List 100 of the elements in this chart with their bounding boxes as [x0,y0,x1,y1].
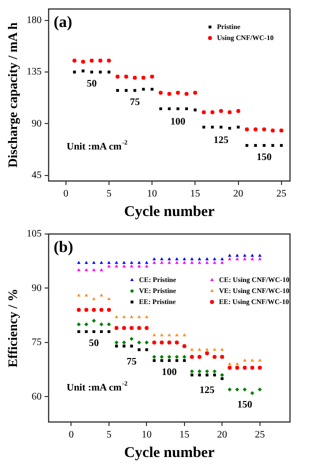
point [190,260,194,264]
y-tick-label: 75 [32,337,42,348]
point [168,260,172,264]
point [175,257,179,260]
point [141,76,146,80]
point [212,369,217,374]
point [82,70,84,72]
point [130,264,134,268]
x-tick-label: 20 [217,430,228,441]
point [220,373,224,377]
point [202,126,206,129]
point [197,369,202,374]
point [107,297,111,300]
point [77,260,81,264]
point [220,257,224,260]
point [77,293,81,296]
point [205,369,210,374]
point [167,340,172,344]
point [137,260,141,264]
point [72,58,76,63]
y-tick-label: 45 [32,170,42,181]
point [228,126,232,130]
point [228,362,232,366]
point [98,58,102,63]
point [132,76,137,80]
point [92,260,96,264]
point [190,354,194,359]
x-tick-label: 0 [63,188,68,200]
point [174,354,179,359]
point [100,330,103,334]
x-tick-label: 10 [147,188,158,200]
y-axis-title: Efficiency / % [5,288,20,368]
annotation: 50 [88,338,99,350]
point [99,308,104,312]
point [212,257,216,260]
x-tick-label: 20 [233,188,244,200]
point [92,330,96,334]
point [250,358,254,362]
point [219,109,224,114]
point [108,330,110,334]
x-tick-label: 5 [106,430,112,441]
point [236,126,240,129]
point [175,260,179,264]
point [144,326,149,330]
point [160,340,164,344]
point [137,264,141,268]
point [106,322,111,326]
point [144,260,148,264]
point [142,88,145,91]
point [108,70,110,74]
point [77,330,80,334]
point [176,107,180,110]
point [150,74,154,79]
point [152,340,156,344]
point [228,366,232,370]
point [137,340,142,344]
point [150,88,154,91]
point [182,257,186,260]
point [122,340,126,344]
y-tick-label: 90 [32,118,42,130]
point [92,297,96,300]
point [73,70,76,74]
point [152,257,156,260]
point [175,359,178,362]
point [130,326,134,330]
point [262,127,266,132]
point [250,254,254,257]
point [185,107,188,110]
annotation: 125 [214,134,229,146]
point [205,257,209,260]
point [176,90,180,95]
x-tick-label: 15 [179,430,190,441]
point [90,58,94,63]
point [193,90,198,95]
x-tick-label: 15 [190,188,200,200]
point [138,348,141,352]
point [84,293,88,296]
point [243,358,246,362]
annotation: 150 [256,152,272,164]
point [115,344,118,348]
annotation: 75 [126,356,137,368]
point [205,351,210,356]
annotation: 100 [170,116,186,128]
point [244,127,249,132]
y-tick-label: 180 [26,15,42,26]
annotation: 50 [86,78,97,90]
point [202,110,206,114]
point [160,354,164,359]
x-axis-title: Cycle number [124,444,215,461]
point [194,108,197,112]
point [160,260,164,264]
point [270,128,275,133]
point [76,308,81,312]
point [100,293,104,296]
point [228,254,232,257]
point [254,144,257,147]
point [130,315,134,318]
point [243,257,246,260]
point [198,257,202,260]
chart-title: (b) [54,239,74,256]
